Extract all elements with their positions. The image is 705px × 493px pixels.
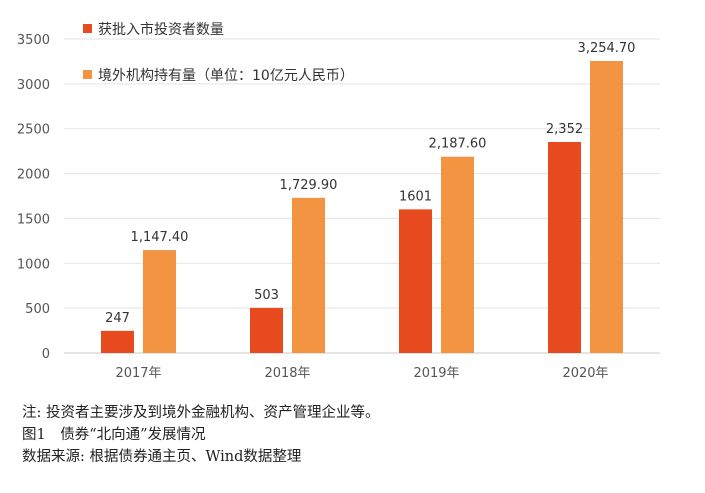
data-label: 1,147.40 xyxy=(131,230,189,245)
data-label: 2,352 xyxy=(546,122,583,137)
x-tick-label: 2017年 xyxy=(115,366,161,381)
x-tick-label: 2020年 xyxy=(562,366,608,381)
y-tick-label: 1500 xyxy=(17,212,50,227)
y-tick-label: 0 xyxy=(42,347,50,362)
legend-label-investors: 获批入市投资者数量 xyxy=(98,21,224,38)
data-label: 3,254.70 xyxy=(578,41,636,56)
bar-chart: 0 500 1000 1500 2000 2500 3000 3500 247 1,147.40… xyxy=(17,21,660,381)
bar-holdings xyxy=(441,156,474,353)
bar-investors xyxy=(101,330,134,353)
bars xyxy=(101,61,623,353)
source-text: 数据来源: 根据债券通主页、Wind数据整理 xyxy=(22,449,302,465)
y-tick-label: 3500 xyxy=(17,33,50,48)
legend-swatch-investors xyxy=(83,24,92,33)
x-axis-ticks: 2017年 2018年 2019年 2020年 xyxy=(115,366,608,381)
bar-investors xyxy=(250,307,283,353)
legend-label-holdings: 境外机构持有量（单位：10亿元人民币） xyxy=(98,68,354,84)
data-label: 503 xyxy=(254,288,279,303)
data-label: 247 xyxy=(105,311,130,326)
bar-holdings xyxy=(590,61,623,353)
data-label: 2,187.60 xyxy=(429,137,487,152)
y-tick-label: 3000 xyxy=(17,78,50,93)
legend: 获批入市投资者数量 境外机构持有量（单位：10亿元人民币） xyxy=(83,21,354,84)
x-tick-label: 2018年 xyxy=(264,366,310,381)
y-tick-label: 500 xyxy=(25,302,50,317)
y-tick-label: 2000 xyxy=(17,168,50,183)
y-tick-label: 2500 xyxy=(17,123,50,138)
bar-holdings xyxy=(143,250,176,353)
bar-investors xyxy=(399,209,432,353)
data-labels: 247 1,147.40 503 1,729.90 1601 2,187.60 2,352 3… xyxy=(105,41,635,326)
bar-investors xyxy=(548,141,581,353)
data-label: 1,729.90 xyxy=(280,178,338,193)
legend-swatch-holdings xyxy=(83,70,92,79)
x-tick-label: 2019年 xyxy=(413,366,459,381)
bar-holdings xyxy=(292,197,325,353)
data-label: 1601 xyxy=(399,189,432,204)
figure-notes: 注: 投资者主要涉及到境外金融机构、资产管理企业等。 图1 债券“北向通”发展情… xyxy=(22,402,692,468)
figure-caption: 图1 债券“北向通”发展情况 xyxy=(22,427,206,443)
note-text: 注: 投资者主要涉及到境外金融机构、资产管理企业等。 xyxy=(22,405,380,421)
y-tick-label: 1000 xyxy=(17,257,50,272)
y-axis-ticks: 0 500 1000 1500 2000 2500 3000 3500 xyxy=(17,33,50,362)
